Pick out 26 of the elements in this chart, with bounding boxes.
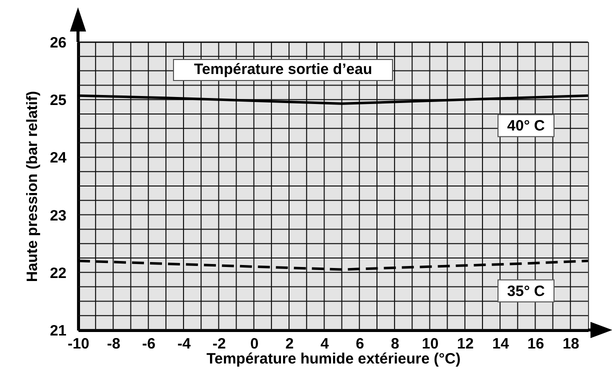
x-tick-label: 8 — [390, 336, 400, 352]
x-tick-label: 18 — [562, 336, 580, 352]
x-tick-label: 0 — [250, 336, 259, 352]
x-tick-label: 2 — [285, 336, 294, 352]
x-tick-label: -10 — [68, 336, 90, 352]
y-tick-label: 25 — [50, 92, 66, 110]
x-tick-label: -4 — [177, 336, 192, 352]
y-tick-label: 21 — [50, 322, 66, 340]
x-axis-title: Température humide extérieure (°C) — [206, 350, 461, 368]
series-label: 40° C — [507, 118, 546, 135]
x-tick-label: 12 — [457, 336, 474, 352]
y-tick-label: 23 — [50, 207, 66, 224]
x-tick-label: 14 — [492, 336, 510, 352]
y-axis-title: Haute pression (bar relatif) — [24, 91, 41, 282]
series-label: 35° C — [507, 282, 546, 300]
x-tick-label: 6 — [356, 336, 364, 352]
x-tick-label: -8 — [107, 336, 120, 352]
y-tick-label: 26 — [50, 34, 66, 52]
y-tick-label: 24 — [50, 150, 68, 167]
note-box: Température sortie d’eau — [173, 59, 394, 81]
x-tick-label: 16 — [527, 336, 544, 352]
x-tick-label: 4 — [320, 336, 330, 352]
x-tick-label: -2 — [212, 336, 226, 352]
x-tick-label: 10 — [422, 336, 439, 352]
y-tick-label: 22 — [50, 264, 66, 282]
x-tick-label: -6 — [142, 336, 156, 352]
